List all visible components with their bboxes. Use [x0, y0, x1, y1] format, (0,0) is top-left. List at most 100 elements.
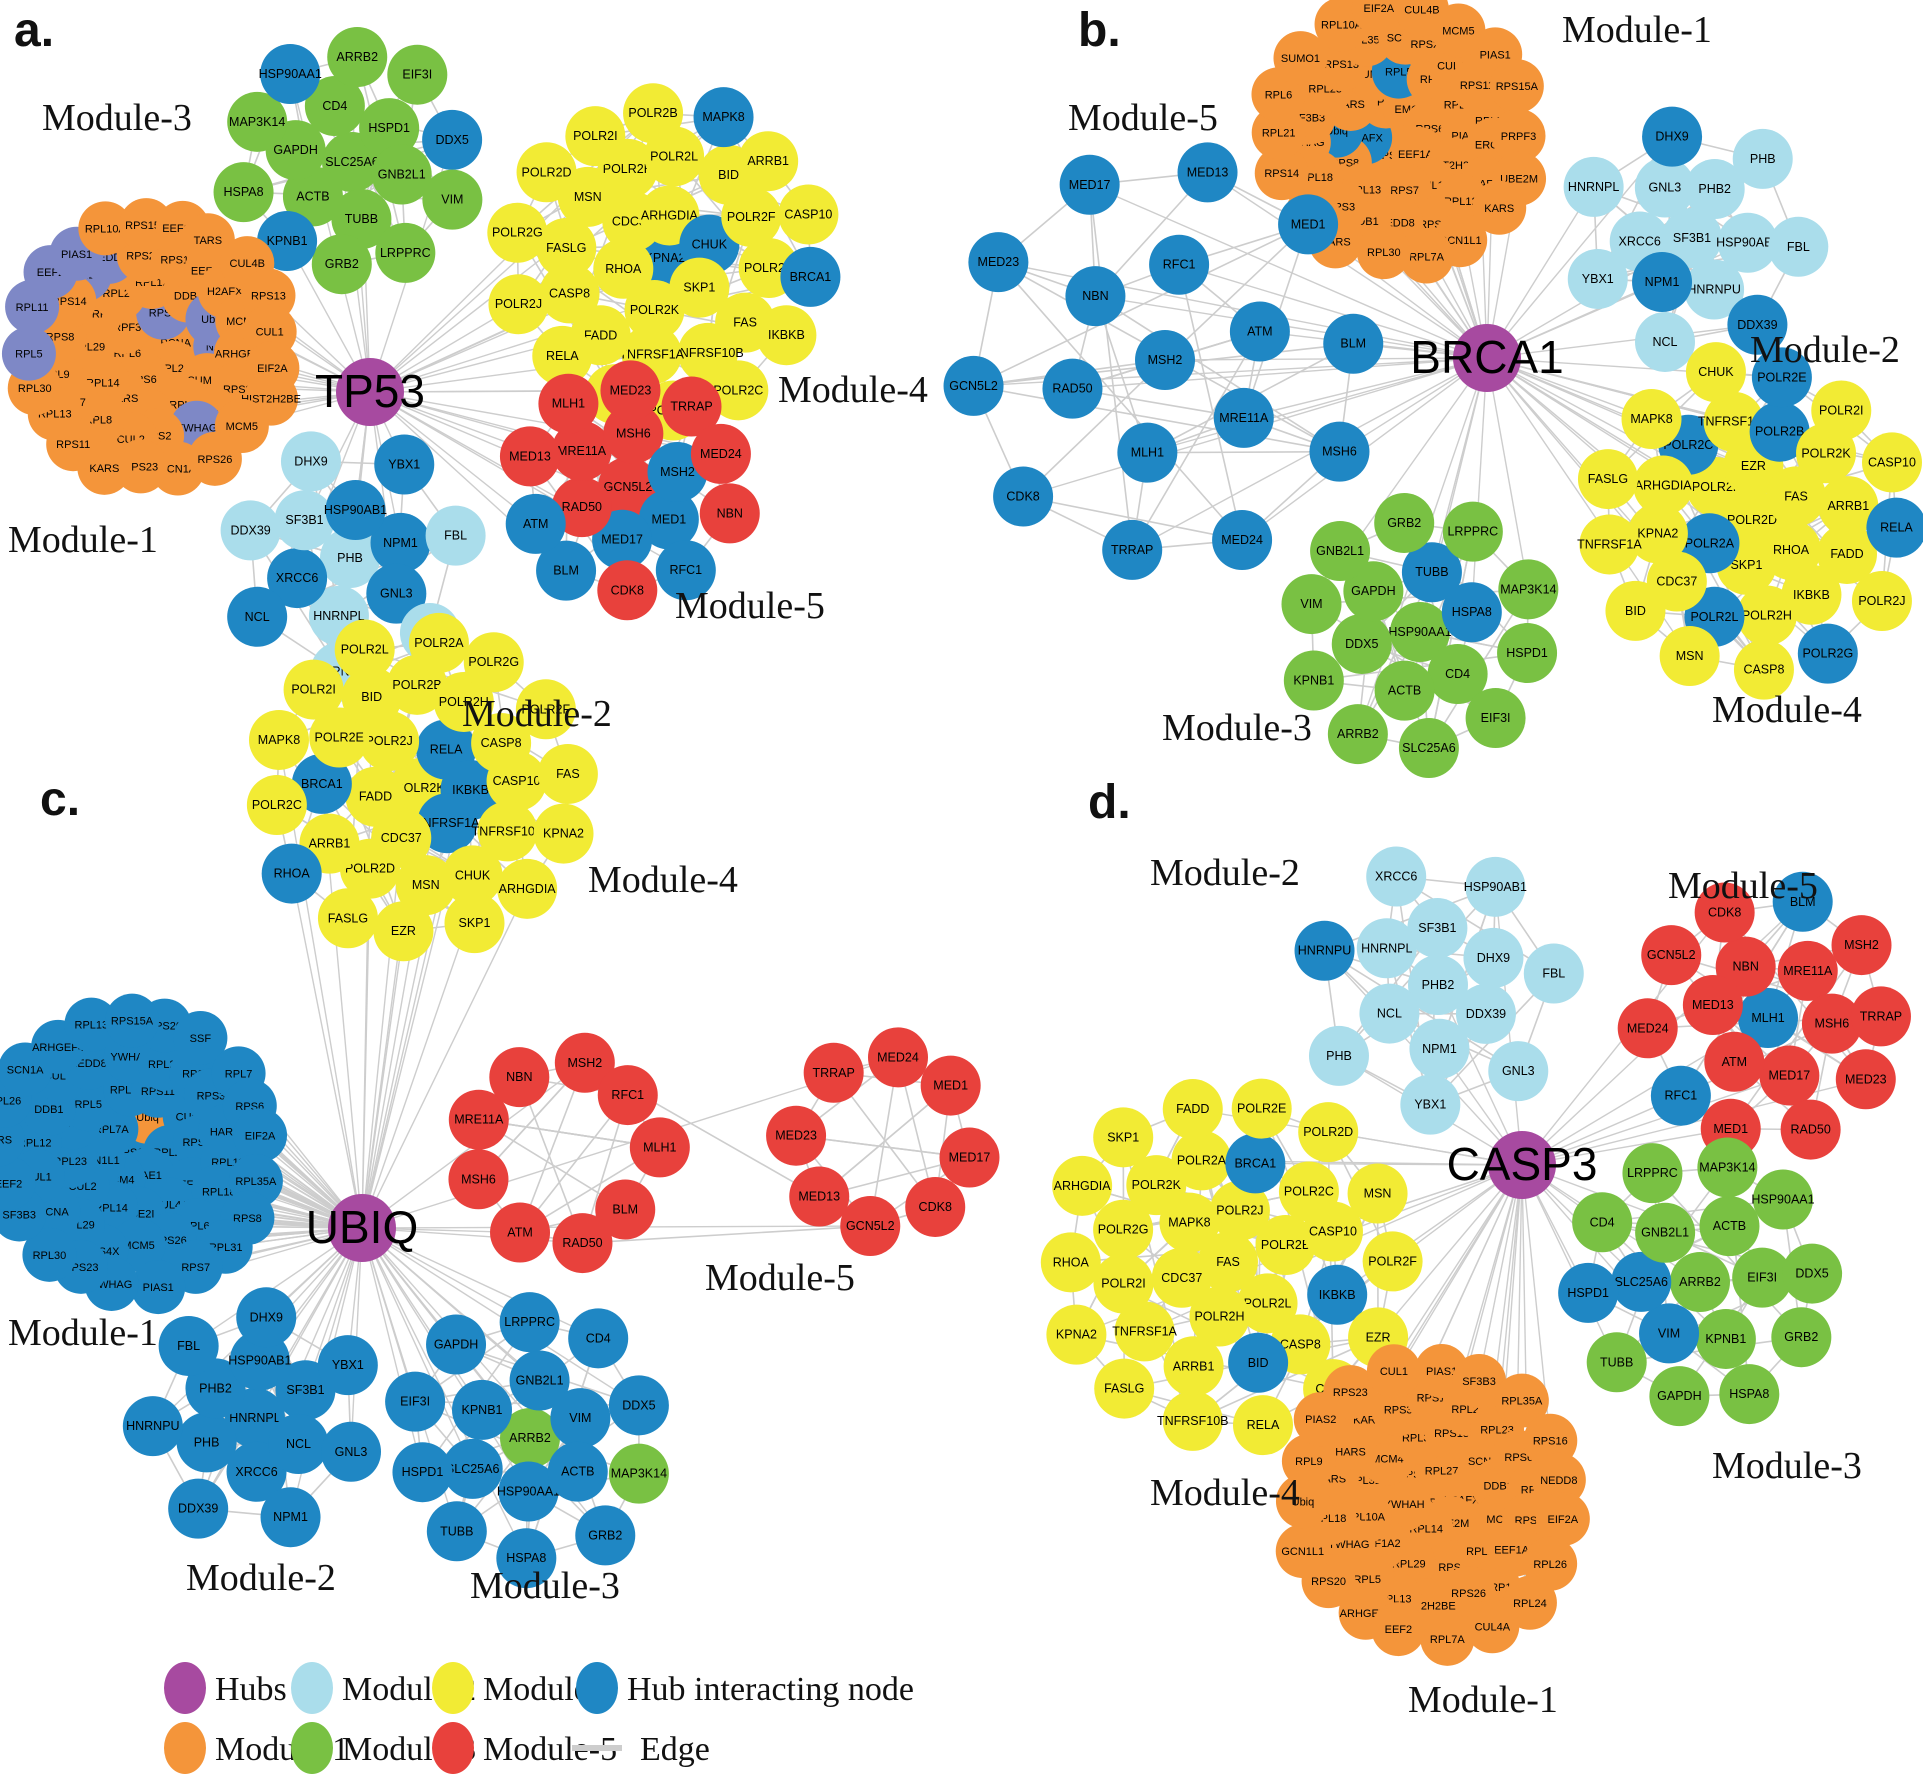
node-label-HSPD1: HSPD1: [402, 1465, 444, 1479]
node-label-HSP90AB1: HSP90AB1: [228, 1353, 291, 1367]
node-label-CD4: CD4: [1445, 667, 1470, 681]
legend-label: Hub interacting node: [627, 1671, 914, 1708]
node-label-CASP10: CASP10: [784, 207, 832, 221]
node-label-POLR2D: POLR2D: [1303, 1125, 1353, 1139]
module-label-d-Module-4: Module-4: [1150, 1472, 1300, 1514]
node-label-HSPD1: HSPD1: [368, 121, 410, 135]
node-label-FBL: FBL: [177, 1339, 200, 1353]
node-label-CD4: CD4: [586, 1331, 611, 1345]
panel-letter-b: b.: [1078, 4, 1121, 57]
node-label-ARRB1: ARRB1: [1827, 499, 1869, 513]
node-label-MED23: MED23: [978, 255, 1020, 269]
legend-swatch-m1: [164, 1722, 206, 1774]
node-label-HARS: HARS: [1335, 1446, 1366, 1458]
node-label-LRPPRC: LRPPRC: [380, 246, 431, 260]
node-label-MED24: MED24: [700, 447, 742, 461]
node-label-MSH6: MSH6: [616, 427, 651, 441]
node-label-DHX9: DHX9: [250, 1310, 283, 1324]
node-label-FADD: FADD: [359, 790, 392, 804]
node-label-HSPA8: HSPA8: [1729, 1387, 1769, 1401]
node-label-RPL11: RPL11: [16, 302, 49, 314]
panel-letter-d: d.: [1088, 776, 1131, 829]
node-label-MED23: MED23: [1845, 1072, 1887, 1086]
node-label-NBN: NBN: [717, 506, 743, 520]
node-label-FAS: FAS: [1784, 489, 1808, 503]
node-label-MED17: MED17: [1769, 1068, 1811, 1082]
node-label-GCN5L2: GCN5L2: [604, 480, 653, 494]
node-label-MSN: MSN: [574, 190, 602, 204]
node-label-KARS: KARS: [1484, 203, 1514, 215]
node-label-GCN1L1: GCN1L1: [1281, 1546, 1324, 1558]
node-label-POLR2J: POLR2J: [365, 734, 412, 748]
node-label-PHB: PHB: [1750, 152, 1776, 166]
node-label-PHB2: PHB2: [199, 1381, 232, 1395]
node-label-SKP1: SKP1: [459, 916, 491, 930]
node-label-RPS16: RPS16: [1533, 1436, 1568, 1448]
node-label-PRPF3: PRPF3: [1501, 131, 1536, 143]
node-label-BID: BID: [1248, 1356, 1269, 1370]
node-label-CASP8: CASP8: [481, 736, 522, 750]
node-label-FBL: FBL: [1787, 240, 1810, 254]
node-label-CDK8: CDK8: [919, 1200, 952, 1214]
node-label-TNFRSF10B: TNFRSF10B: [1157, 1414, 1229, 1428]
node-label-VIM: VIM: [1300, 597, 1322, 611]
node-label-DHX9: DHX9: [1655, 130, 1688, 144]
node-label-SF3B1: SF3B1: [285, 513, 323, 527]
node-label-TARS: TARS: [0, 1135, 12, 1147]
node-label-MAP3K14: MAP3K14: [611, 1467, 667, 1481]
node-label-RPS7: RPS7: [181, 1262, 210, 1274]
node-label-POLR2L: POLR2L: [650, 149, 698, 163]
node-label-FASLG: FASLG: [1104, 1382, 1144, 1396]
node-label-POLR2E: POLR2E: [315, 731, 364, 745]
node-label-ARRB2: ARRB2: [1679, 1275, 1721, 1289]
node-label-HSPA8: HSPA8: [1452, 605, 1492, 619]
node-label-POLR2H: POLR2H: [1742, 608, 1792, 622]
node-label-HSP90AA1: HSP90AA1: [1388, 625, 1451, 639]
node-label-HSP90AB1: HSP90AB1: [324, 503, 387, 517]
node-label-EZR: EZR: [391, 924, 416, 938]
node-label-GCN5L2: GCN5L2: [949, 379, 998, 393]
node-label-MSH6: MSH6: [461, 1172, 496, 1186]
node-label-POLR2I: POLR2I: [291, 683, 335, 697]
node-label-EIF2A: EIF2A: [1364, 3, 1395, 15]
module-label-b-Module-4: Module-4: [1712, 689, 1862, 731]
node-label-RPL7A: RPL7A: [1430, 1634, 1466, 1646]
node-label-POLR2G: POLR2G: [492, 226, 543, 240]
node-label-ATM: ATM: [1247, 324, 1272, 338]
node-label-MED1: MED1: [1713, 1122, 1748, 1136]
node-label-RELA: RELA: [546, 349, 579, 363]
legend-label: Hubs: [215, 1671, 287, 1708]
node-label-KPNB1: KPNB1: [1293, 674, 1334, 688]
node-label-MED1: MED1: [933, 1079, 968, 1093]
node-label-RPS7: RPS7: [1390, 185, 1419, 197]
node-label-CASP8: CASP8: [1743, 663, 1784, 677]
node-label-POLR2B: POLR2B: [1755, 425, 1804, 439]
node-label-CUL1: CUL1: [256, 327, 284, 339]
module-label-b-Module-1: Module-1: [1562, 9, 1712, 51]
node-label-MSH2: MSH2: [567, 1056, 602, 1070]
node-label-MLH1: MLH1: [1751, 1011, 1784, 1025]
node-label-XRCC6: XRCC6: [276, 571, 318, 585]
node-label-CHUK: CHUK: [455, 868, 491, 882]
node-label-POLR2K: POLR2K: [1801, 446, 1851, 460]
node-label-POLR2D: POLR2D: [345, 862, 395, 876]
node-label-GAPDH: GAPDH: [273, 143, 317, 157]
node-label-EIF3I: EIF3I: [402, 68, 432, 82]
module-label-b-Module-5: Module-5: [1068, 97, 1218, 139]
node-label-NEDD8: NEDD8: [1540, 1475, 1577, 1487]
module-label-b-Module-2: Module-2: [1750, 329, 1900, 371]
node-label-RPL7: RPL7: [225, 1068, 253, 1080]
node-label-SF3B3: SF3B3: [1462, 1376, 1496, 1388]
node-label-RHOA: RHOA: [274, 867, 311, 881]
module-label-a-Module-3: Module-3: [42, 97, 192, 139]
node-label-BLM: BLM: [612, 1202, 638, 1216]
node-label-YBX1: YBX1: [332, 1358, 364, 1372]
node-label-POLR2I: POLR2I: [1819, 403, 1863, 417]
node-label-ATM: ATM: [523, 517, 548, 531]
node-label-NPM1: NPM1: [383, 536, 418, 550]
node-label-KPNA2: KPNA2: [1637, 526, 1678, 540]
hub-label-UBIQ: UBIQ: [306, 1201, 418, 1253]
legend-swatch-m4: [432, 1662, 474, 1714]
node-label-NCL: NCL: [245, 610, 270, 624]
node-label-ARRB2: ARRB2: [1337, 727, 1379, 741]
